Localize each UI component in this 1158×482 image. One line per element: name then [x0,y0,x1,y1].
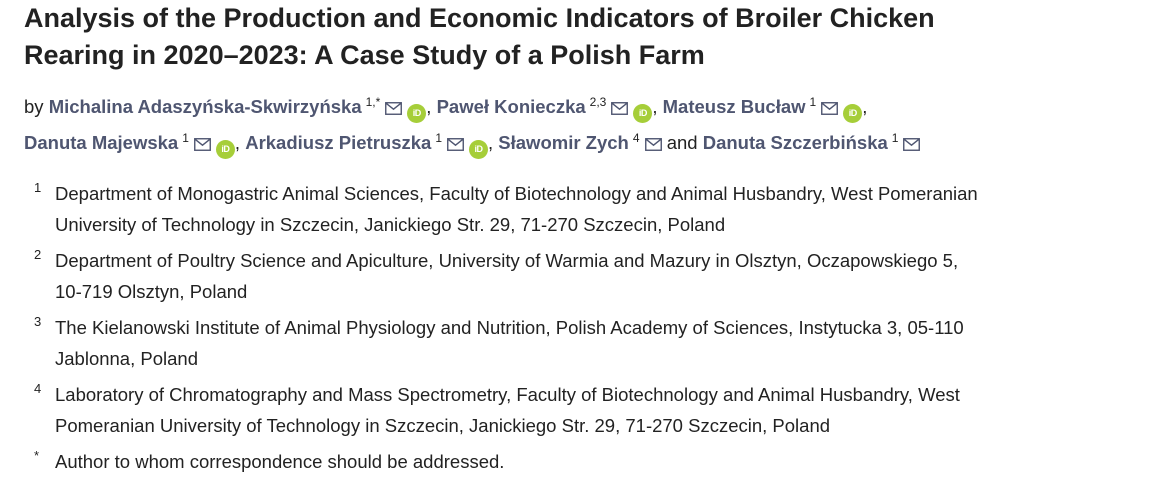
author-affiliation-sup: 1 [809,95,817,109]
author-name-link[interactable]: Paweł Konieczka [436,96,586,117]
envelope-icon[interactable] [385,102,403,115]
affiliation-line: Author to whom correspondence should be … [55,451,505,472]
author-affiliation-sup: 4 [632,131,640,145]
envelope-icon[interactable] [447,138,464,151]
author-4: Danuta Majewska 1 iD, [24,131,245,159]
author-affiliation-sup: 1 [435,131,442,145]
author-line: by Michalina Adaszyńska-Skwirzyńska 1,* iD… [24,87,1144,123]
author-line: Danuta Majewska 1iD, Arkadiusz Pietruszka… [24,123,1144,159]
author-affiliation-sup: 1 [182,131,189,145]
author-list: by Michalina Adaszyńska-Skwirzyńska 1,* iD… [24,87,1144,159]
orcid-icon[interactable]: iD [407,104,427,123]
author-separator: , [426,96,432,117]
author-name-link[interactable]: Sławomir Zych [498,132,629,153]
author-name-link[interactable]: Arkadiusz Pietruszka [245,132,432,153]
affiliation-number: * [34,448,40,463]
affiliation-text: Department of Poultry Science and Apicul… [55,245,1144,307]
affiliation-line: Jablonna, Poland [55,348,198,369]
author-3: Mateusz Bucław 1 iD, [662,95,868,123]
affiliation-line: 10-719 Olsztyn, Poland [55,281,248,302]
author-name-link[interactable]: Michalina Adaszyńska-Skwirzyńska [48,96,362,117]
author-5: Arkadiusz Pietruszka 1 iD, [245,131,498,159]
affiliation-list: 1 Department of Monogastric Animal Scien… [34,178,1144,482]
title-line: Rearing in 2020–2023: A Case Study of a … [24,40,705,70]
author-name-link[interactable]: Danuta Szczerbińska [702,132,888,153]
affiliation-line: The Kielanowski Institute of Animal Phys… [55,317,964,338]
affiliation-text: Author to whom correspondence should be … [55,446,1144,477]
affiliation-number: 1 [34,180,42,195]
envelope-icon[interactable] [611,102,629,115]
and-label: and [666,132,698,153]
envelope-icon[interactable] [821,102,839,115]
correspondence-note: * Author to whom correspondence should b… [34,446,1144,477]
author-affiliation-sup: 1 [891,131,899,145]
envelope-icon[interactable] [193,138,211,151]
affiliation-item: 1 Department of Monogastric Animal Scien… [34,178,1144,240]
orcid-icon[interactable]: iD [843,104,863,123]
orcid-icon[interactable]: iD [469,140,488,159]
author-1: Michalina Adaszyńska-Skwirzyńska 1,* iD, [48,95,437,123]
author-6: Sławomir Zych 4 [498,131,666,153]
affiliation-text: Department of Monogastric Animal Science… [55,178,1144,240]
author-2: Paweł Konieczka 2,3 iD, [436,95,663,123]
orcid-icon[interactable]: iD [215,140,235,159]
affiliation-line: University of Technology in Szczecin, Ja… [55,214,726,235]
envelope-icon[interactable] [903,138,921,151]
orcid-icon[interactable]: iD [633,104,653,123]
affiliation-number: 2 [34,247,42,262]
author-name-link[interactable]: Mateusz Bucław [662,96,806,117]
affiliation-text: Laboratory of Chromatography and Mass Sp… [55,379,1144,441]
author-name-link[interactable]: Danuta Majewska [24,132,179,153]
title-line: Analysis of the Production and Economic … [24,3,935,33]
envelope-icon[interactable] [644,138,662,151]
affiliation-line: Department of Poultry Science and Apicul… [55,250,959,271]
affiliation-item: 4 Laboratory of Chromatography and Mass … [34,379,1144,441]
author-separator: , [488,132,494,153]
affiliation-line: Pomeranian University of Technology in S… [55,415,831,436]
affiliation-number: 4 [34,381,42,396]
author-separator: , [234,132,241,153]
author-affiliation-sup: 1,* [365,95,381,109]
affiliation-line: Laboratory of Chromatography and Mass Sp… [55,384,960,405]
affiliation-number: 3 [34,314,42,329]
author-separator: , [652,96,658,117]
article-title: Analysis of the Production and Economic … [24,0,1144,74]
author-separator: , [862,96,868,117]
affiliation-item: 3 The Kielanowski Institute of Animal Ph… [34,312,1144,374]
affiliation-text: The Kielanowski Institute of Animal Phys… [55,312,1144,374]
affiliation-line: Department of Monogastric Animal Science… [55,183,978,204]
author-affiliation-sup: 2,3 [589,95,607,109]
by-label: by [24,96,44,117]
affiliation-item: 2 Department of Poultry Science and Apic… [34,245,1144,307]
author-7: Danuta Szczerbińska 1 [702,131,921,153]
